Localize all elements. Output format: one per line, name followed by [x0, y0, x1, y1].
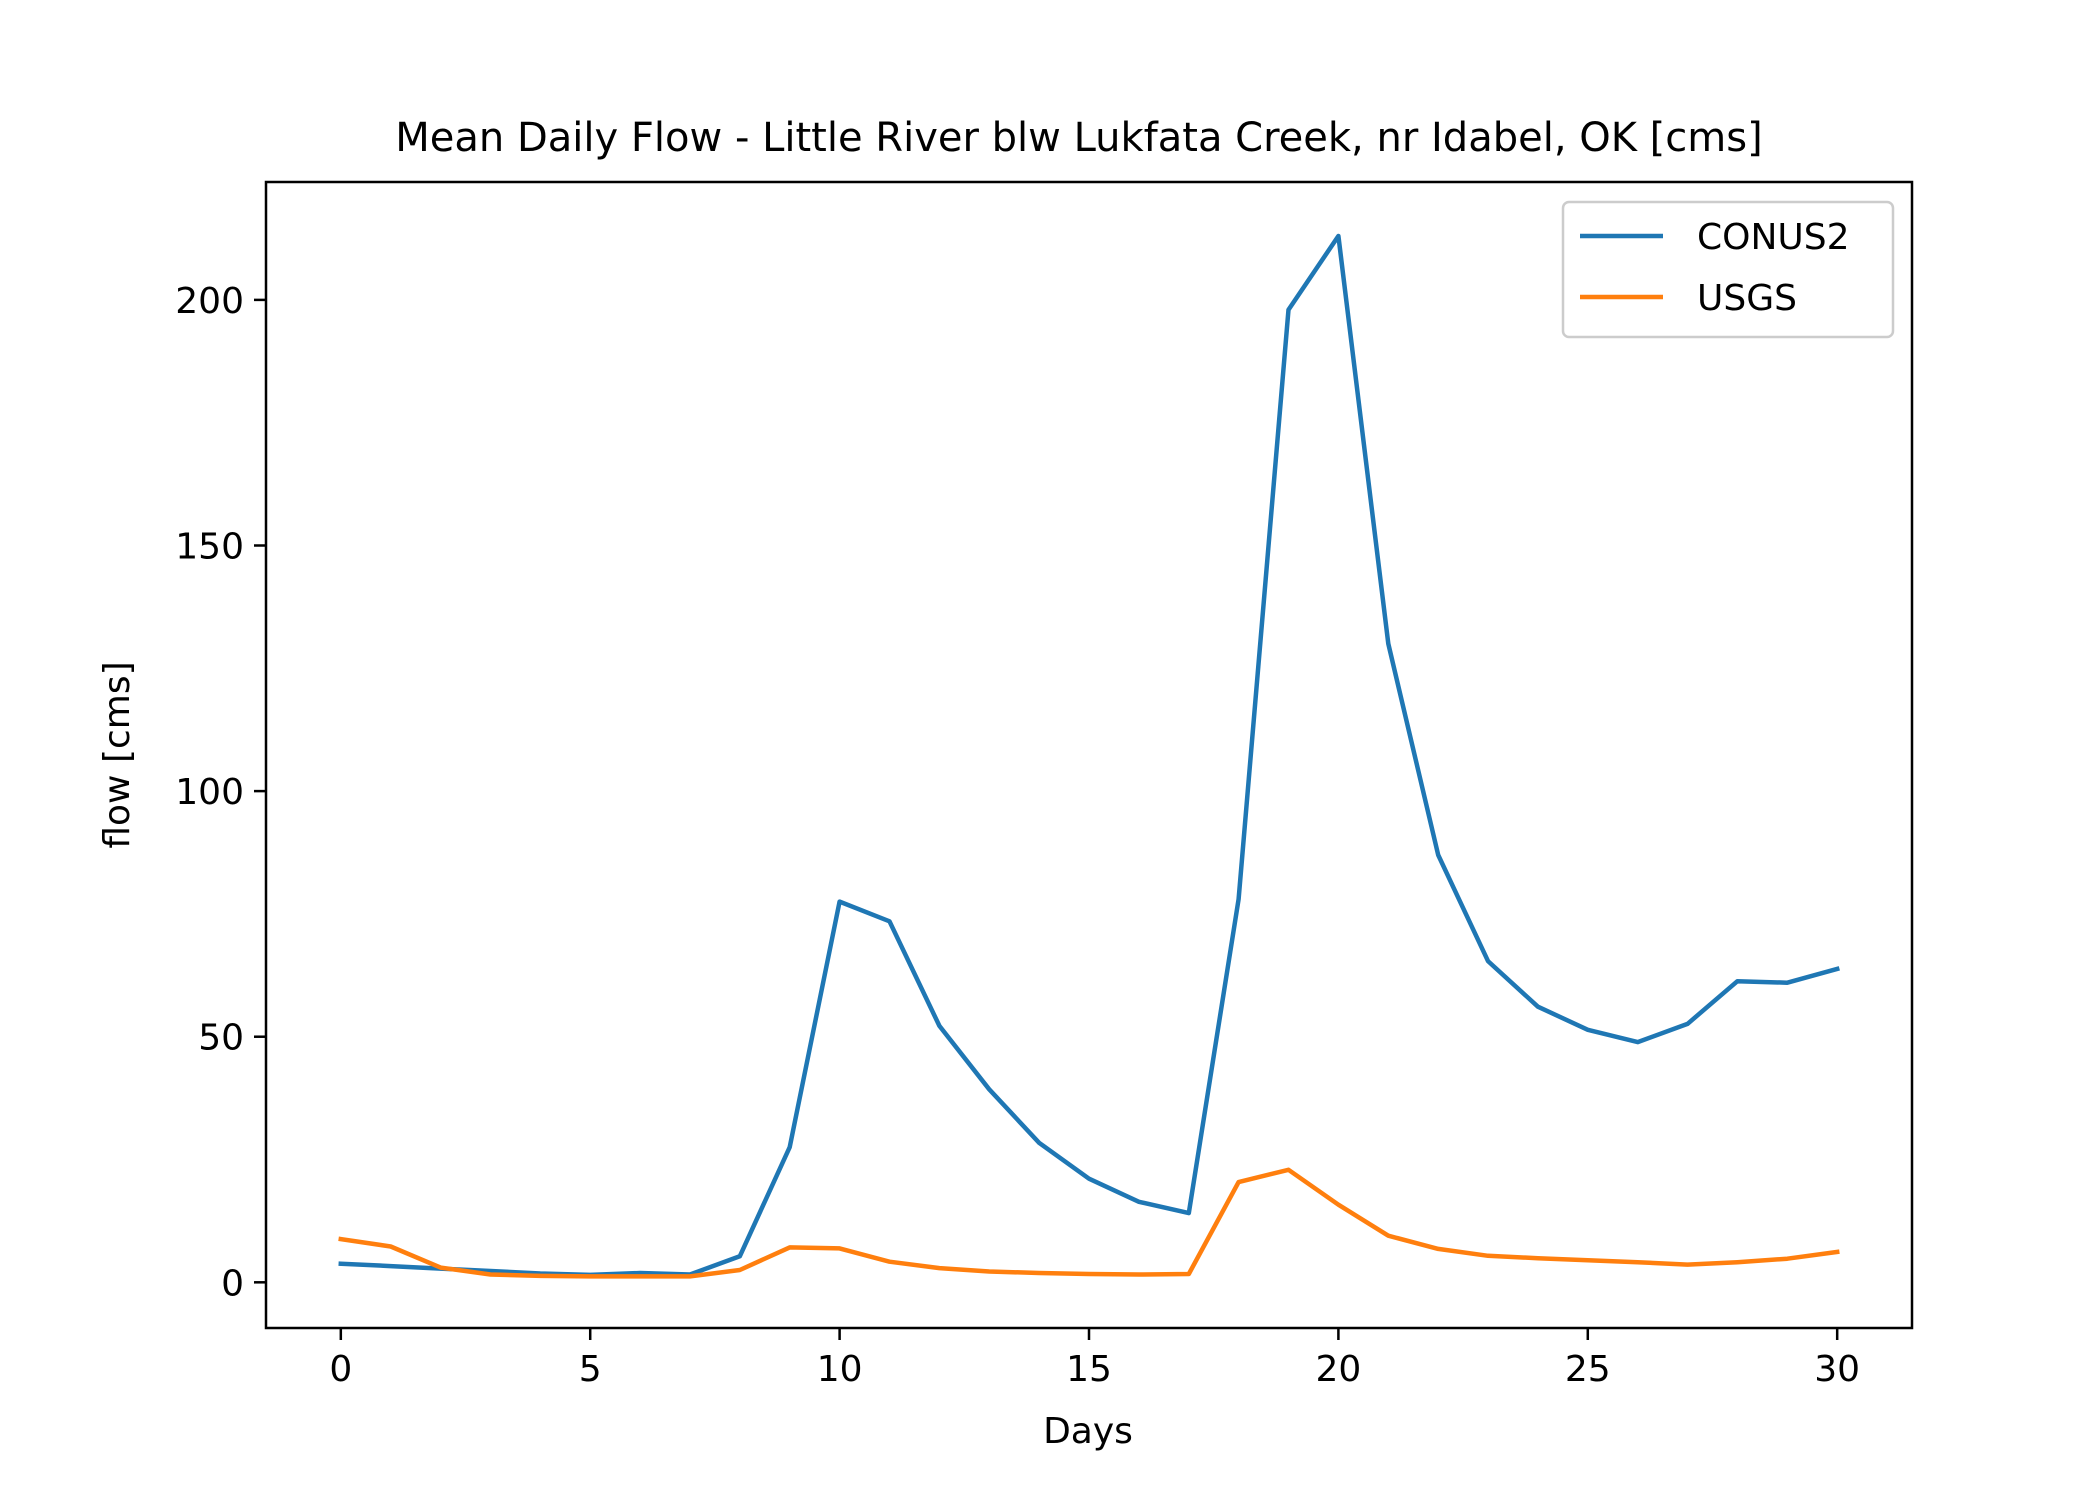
y-tick-label: 50: [198, 1018, 244, 1059]
plot-area: [338, 233, 1840, 1279]
x-tick-label: 25: [1565, 1349, 1611, 1390]
chart-title: Mean Daily Flow - Little River blw Lukfa…: [395, 115, 1762, 161]
y-tick-label: 150: [175, 526, 244, 567]
y-axis-label: flow [cms]: [97, 661, 138, 848]
y-tick-label: 0: [221, 1263, 244, 1304]
x-axis-label: Days: [1043, 1411, 1133, 1452]
x-tick-label: 0: [329, 1349, 352, 1390]
legend: CONUS2 USGS: [1561, 200, 1895, 339]
y-tick-label: 200: [175, 281, 244, 322]
y-axis: 0 50 100 150 200: [175, 281, 266, 1304]
legend-label-conus2: CONUS2: [1697, 217, 1850, 258]
x-tick-label: 20: [1315, 1349, 1361, 1390]
series-line-usgs: [338, 1167, 1840, 1279]
legend-label-usgs: USGS: [1697, 278, 1797, 319]
x-tick-label: 15: [1066, 1349, 1112, 1390]
x-tick-label: 10: [817, 1349, 863, 1390]
x-tick-label: 30: [1814, 1349, 1860, 1390]
y-tick-label: 100: [175, 772, 244, 813]
x-axis: 0 5 10 15 20 25 30: [329, 1328, 1860, 1390]
x-tick-label: 5: [579, 1349, 602, 1390]
